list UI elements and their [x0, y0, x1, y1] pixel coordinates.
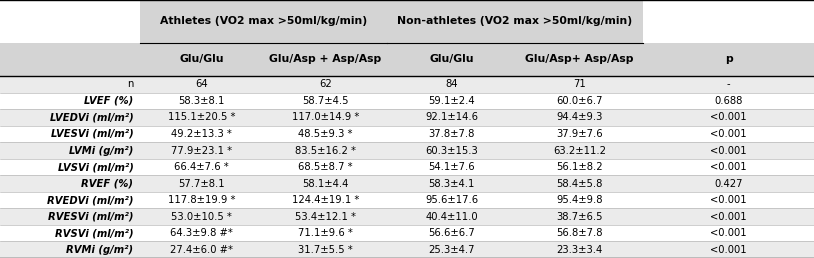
Text: 23.3±3.4: 23.3±3.4 [557, 245, 602, 255]
Bar [0, 142, 814, 159]
Text: <0.001: <0.001 [711, 146, 746, 156]
Text: Glu/Glu: Glu/Glu [430, 54, 474, 64]
Text: <0.001: <0.001 [711, 112, 746, 123]
Text: 84: 84 [445, 79, 458, 89]
Text: -: - [727, 79, 730, 89]
Text: <0.001: <0.001 [711, 228, 746, 238]
Bar [387, 0, 643, 43]
Text: RVMi (g/m²): RVMi (g/m²) [67, 245, 133, 255]
Text: 56.6±6.7: 56.6±6.7 [428, 228, 475, 238]
Bar [0, 76, 814, 93]
Text: RVEF (%): RVEF (%) [81, 179, 133, 189]
Bar [0, 126, 814, 142]
Text: 95.4±9.8: 95.4±9.8 [556, 195, 603, 205]
Text: 37.8±7.8: 37.8±7.8 [429, 129, 475, 139]
Text: RVSVi (ml/m²): RVSVi (ml/m²) [55, 228, 133, 238]
Text: Non-athletes (VO2 max >50ml/kg/min): Non-athletes (VO2 max >50ml/kg/min) [397, 16, 632, 26]
Text: 25.3±4.7: 25.3±4.7 [428, 245, 475, 255]
Text: <0.001: <0.001 [711, 245, 746, 255]
Text: 53.0±10.5 *: 53.0±10.5 * [172, 212, 232, 222]
Text: 38.7±6.5: 38.7±6.5 [556, 212, 603, 222]
Text: 27.4±6.0 #*: 27.4±6.0 #* [170, 245, 234, 255]
Text: 59.1±2.4: 59.1±2.4 [428, 96, 475, 106]
Text: 117.8±19.9 *: 117.8±19.9 * [168, 195, 235, 205]
Text: n: n [127, 79, 133, 89]
Text: LVEDVi (ml/m²): LVEDVi (ml/m²) [50, 112, 133, 123]
Text: 77.9±23.1 *: 77.9±23.1 * [171, 146, 233, 156]
Text: Glu/Glu: Glu/Glu [180, 54, 224, 64]
Text: <0.001: <0.001 [711, 162, 746, 172]
Text: 49.2±13.3 *: 49.2±13.3 * [172, 129, 232, 139]
Text: 68.5±8.7 *: 68.5±8.7 * [298, 162, 353, 172]
Text: LVMi (g/m²): LVMi (g/m²) [69, 146, 133, 156]
Text: 0.688: 0.688 [715, 96, 742, 106]
Text: 62: 62 [319, 79, 332, 89]
Bar [0, 208, 814, 225]
Text: 92.1±14.6: 92.1±14.6 [425, 112, 479, 123]
Text: p: p [724, 54, 733, 64]
Text: 71.1±9.6 *: 71.1±9.6 * [298, 228, 353, 238]
Bar [0, 192, 814, 208]
Text: LVESVi (ml/m²): LVESVi (ml/m²) [50, 129, 133, 139]
Text: 83.5±16.2 *: 83.5±16.2 * [295, 146, 356, 156]
Text: 48.5±9.3 *: 48.5±9.3 * [299, 129, 352, 139]
Text: 53.4±12.1 *: 53.4±12.1 * [295, 212, 356, 222]
Text: <0.001: <0.001 [711, 129, 746, 139]
Text: RVEDVi (ml/m²): RVEDVi (ml/m²) [47, 195, 133, 205]
Text: RVESVi (ml/m²): RVESVi (ml/m²) [48, 212, 133, 222]
Text: <0.001: <0.001 [711, 212, 746, 222]
Text: 56.8±7.8: 56.8±7.8 [556, 228, 603, 238]
Text: 57.7±8.1: 57.7±8.1 [178, 179, 225, 189]
Text: 31.7±5.5 *: 31.7±5.5 * [298, 245, 353, 255]
Bar [0, 43, 814, 76]
Bar [0, 225, 814, 241]
Bar [0, 159, 814, 175]
Text: 58.3±4.1: 58.3±4.1 [429, 179, 475, 189]
Text: 64: 64 [195, 79, 208, 89]
Text: 54.1±7.6: 54.1±7.6 [428, 162, 475, 172]
Text: LVSVi (ml/m²): LVSVi (ml/m²) [58, 162, 133, 172]
Bar [0, 93, 814, 109]
Text: 40.4±11.0: 40.4±11.0 [426, 212, 478, 222]
Text: 58.3±8.1: 58.3±8.1 [179, 96, 225, 106]
Bar [0, 175, 814, 192]
Bar [0, 241, 814, 258]
Text: 37.9±7.6: 37.9±7.6 [556, 129, 603, 139]
Bar [0, 109, 814, 126]
Text: 95.6±17.6: 95.6±17.6 [425, 195, 479, 205]
Text: Glu/Asp+ Asp/Asp: Glu/Asp+ Asp/Asp [525, 54, 634, 64]
Text: 64.3±9.8 #*: 64.3±9.8 #* [170, 228, 234, 238]
Bar [140, 0, 387, 43]
Text: 94.4±9.3: 94.4±9.3 [557, 112, 602, 123]
Text: 58.1±4.4: 58.1±4.4 [303, 179, 348, 189]
Bar [0, 0, 814, 43]
Text: 56.1±8.2: 56.1±8.2 [556, 162, 603, 172]
Text: 58.7±4.5: 58.7±4.5 [302, 96, 349, 106]
Text: 117.0±14.9 *: 117.0±14.9 * [292, 112, 359, 123]
Text: 63.2±11.2: 63.2±11.2 [553, 146, 606, 156]
Text: 58.4±5.8: 58.4±5.8 [557, 179, 602, 189]
Text: <0.001: <0.001 [711, 195, 746, 205]
Text: Glu/Asp + Asp/Asp: Glu/Asp + Asp/Asp [269, 54, 382, 64]
Text: Athletes (VO2 max >50ml/kg/min): Athletes (VO2 max >50ml/kg/min) [160, 16, 367, 26]
Text: LVEF (%): LVEF (%) [84, 96, 133, 106]
Text: 0.427: 0.427 [714, 179, 743, 189]
Text: 60.3±15.3: 60.3±15.3 [426, 146, 478, 156]
Text: 71: 71 [573, 79, 586, 89]
Text: 115.1±20.5 *: 115.1±20.5 * [168, 112, 235, 123]
Text: 60.0±6.7: 60.0±6.7 [556, 96, 603, 106]
Text: 124.4±19.1 *: 124.4±19.1 * [292, 195, 359, 205]
Text: 66.4±7.6 *: 66.4±7.6 * [174, 162, 230, 172]
